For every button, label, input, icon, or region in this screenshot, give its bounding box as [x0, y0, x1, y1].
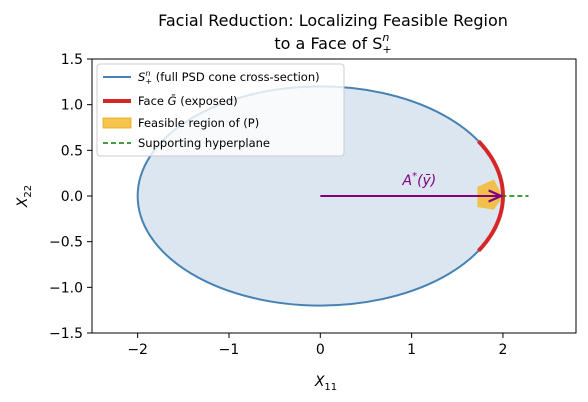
- x-tick-label: 2: [498, 342, 507, 358]
- title-superscript: n: [382, 31, 389, 44]
- legend-box: [96, 63, 345, 157]
- y-tick-label: 1.0: [61, 98, 83, 114]
- x-tick-label: 0: [316, 342, 325, 358]
- legend-label-cone: Sn + (full PSD cone cross-section): [138, 69, 320, 86]
- y-axis-label: X22: [15, 185, 34, 208]
- y-tick-label: 0.5: [61, 143, 83, 159]
- arrow-label: A*(ȳ): [401, 171, 436, 189]
- legend-label-hyperplane: Supporting hyperplane: [138, 136, 270, 150]
- legend-swatch-feasible: [102, 117, 132, 129]
- x-axis: −2 −1 0 1 2: [127, 333, 507, 358]
- y-tick-label: −1.0: [49, 280, 83, 296]
- legend-label-face: Face Ḡ (exposed): [138, 94, 238, 108]
- x-axis-label: X11: [314, 374, 337, 393]
- chart-title: Facial Reduction: Localizing Feasible Re…: [158, 11, 508, 30]
- x-axis-label-sub: 11: [324, 382, 337, 393]
- x-tick-label: −2: [127, 342, 148, 358]
- chart-subtitle: to a Face of Sn +: [274, 31, 391, 56]
- y-axis-label-sub: 22: [23, 185, 34, 198]
- y-tick-label: 1.5: [61, 52, 83, 68]
- y-tick-label: −1.5: [49, 326, 83, 342]
- x-tick-label: −1: [219, 342, 240, 358]
- legend-label-feasible: Feasible region of (P): [138, 116, 259, 130]
- x-tick-label: 1: [407, 342, 416, 358]
- title-subscript: +: [382, 43, 391, 56]
- y-axis: −1.5 −1.0 −0.5 0.0 0.5 1.0 1.5: [49, 52, 92, 342]
- y-tick-label: −0.5: [49, 235, 83, 251]
- y-tick-label: 0.0: [61, 189, 83, 205]
- legend: Sn + (full PSD cone cross-section) Face Ḡ…: [96, 63, 345, 157]
